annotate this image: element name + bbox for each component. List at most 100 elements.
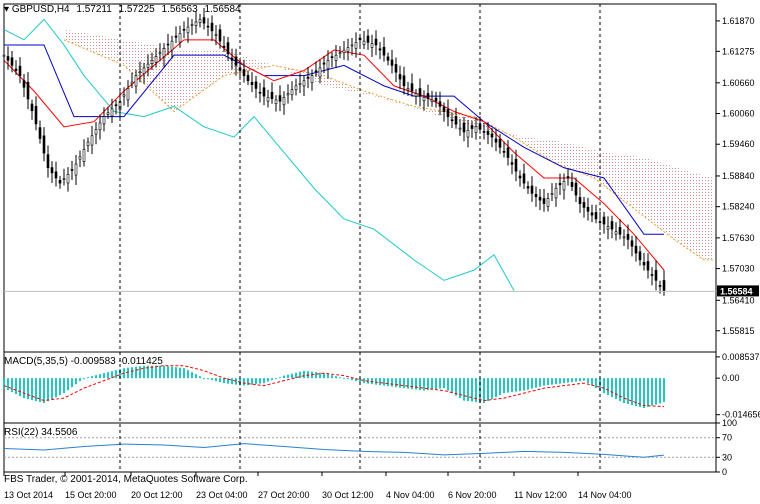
macd-bar xyxy=(27,378,29,400)
macd-bar xyxy=(407,378,409,389)
candle-body xyxy=(190,24,194,26)
macd-bar xyxy=(195,374,197,379)
candle-body xyxy=(630,240,634,247)
candle-body xyxy=(182,28,186,31)
macd-bar xyxy=(623,378,625,404)
candle-body xyxy=(518,175,522,179)
candle-body xyxy=(614,231,618,235)
rsi-tick-label: 0 xyxy=(722,467,727,477)
candle-body xyxy=(650,274,654,276)
macd-bar xyxy=(159,365,161,379)
candle-body xyxy=(578,197,582,204)
price-tick-label: 1.60060 xyxy=(722,109,755,119)
price-tick-label: 1.58240 xyxy=(722,202,755,212)
macd-bar xyxy=(487,378,489,402)
candle-body xyxy=(406,88,410,91)
candle-body xyxy=(358,37,362,41)
candle-body xyxy=(354,42,358,49)
candle-body xyxy=(158,52,162,54)
candle-body xyxy=(386,56,390,61)
candle-body xyxy=(294,85,298,91)
macd-bar xyxy=(267,378,269,382)
macd-bar xyxy=(635,378,637,407)
chikou-span xyxy=(3,18,515,291)
macd-bar xyxy=(107,372,109,379)
candle-body xyxy=(662,280,666,291)
macd-bar xyxy=(631,378,633,406)
candle-body xyxy=(134,75,138,87)
macd-bar xyxy=(411,378,413,390)
candle-body xyxy=(58,180,62,184)
macd-bar xyxy=(147,365,149,379)
candle-body xyxy=(286,93,290,96)
candle-body xyxy=(442,106,446,112)
macd-bar xyxy=(427,378,429,391)
macd-bar xyxy=(179,367,181,379)
macd-bar xyxy=(299,371,301,379)
candle-body xyxy=(586,206,590,212)
candle-body xyxy=(626,233,630,240)
time-tick-label: 13 Oct 2014 xyxy=(4,490,53,500)
macd-bar xyxy=(431,378,433,390)
copyright-text: FBS Trader, © 2001-2014, MetaQuotes Soft… xyxy=(4,474,248,485)
candle-body xyxy=(150,59,154,64)
candle-body xyxy=(574,182,578,196)
candle-body xyxy=(298,83,302,85)
candle-body xyxy=(646,261,650,271)
macd-bar xyxy=(555,378,557,385)
candle-body xyxy=(138,71,142,74)
candle-body xyxy=(402,75,406,87)
price-panel[interactable]: 1.61870 1.61275 1.60660 1.60060 1.59460 1.588… xyxy=(2,3,759,353)
macd-bar xyxy=(571,378,573,383)
macd-bar xyxy=(71,378,73,388)
macd-tick-label: 0.00 xyxy=(722,373,740,383)
candle-body xyxy=(174,35,178,38)
price-tick-label: 1.57630 xyxy=(722,233,755,243)
macd-bar xyxy=(211,378,213,381)
macd-bar xyxy=(275,378,277,380)
macd-bar xyxy=(515,378,517,392)
macd-panel[interactable]: 0.008537 0.00 -0.014656 xyxy=(3,351,760,424)
macd-bar xyxy=(303,370,305,379)
current-price-label: 1.56584 xyxy=(720,286,753,296)
candle-body xyxy=(618,227,622,235)
period-separators xyxy=(119,4,601,472)
candle-body xyxy=(86,141,90,146)
macd-tick-label: -0.014656 xyxy=(722,410,760,420)
price-tick-label: 1.61870 xyxy=(722,16,755,26)
macd-bar xyxy=(87,377,89,379)
candle-body xyxy=(50,167,54,174)
candle-body xyxy=(622,236,626,239)
macd-bar xyxy=(339,377,341,379)
macd-bar xyxy=(595,378,597,389)
macd-bar xyxy=(183,368,185,379)
candle-body xyxy=(322,62,326,65)
macd-bar xyxy=(215,378,217,382)
candle-body xyxy=(142,67,146,75)
candle-body xyxy=(114,104,118,107)
candle-body xyxy=(342,49,346,54)
candle-body xyxy=(426,93,430,99)
macd-bar xyxy=(579,378,581,382)
candle-body xyxy=(318,67,322,78)
macd-bar xyxy=(383,378,385,386)
candle-body xyxy=(338,52,342,55)
macd-bar xyxy=(455,378,457,396)
macd-bar xyxy=(419,378,421,391)
macd-bar xyxy=(439,378,441,389)
macd-bar xyxy=(551,378,553,385)
candle-body xyxy=(570,182,574,187)
rsi-tick-label: 30 xyxy=(722,452,732,462)
candle-body xyxy=(146,63,150,68)
macd-bar xyxy=(35,378,37,402)
candle-body xyxy=(558,182,562,186)
time-tick-label: 30 Oct 12:00 xyxy=(322,490,374,500)
macd-bar xyxy=(559,378,561,384)
candle-body xyxy=(602,216,606,225)
candle-body xyxy=(54,171,58,179)
candle-body xyxy=(542,198,546,204)
macd-bar xyxy=(227,378,229,384)
macd-bar xyxy=(331,375,333,379)
macd-bar xyxy=(327,374,329,379)
rsi-panel[interactable]: 100 70 30 0 xyxy=(3,418,737,477)
